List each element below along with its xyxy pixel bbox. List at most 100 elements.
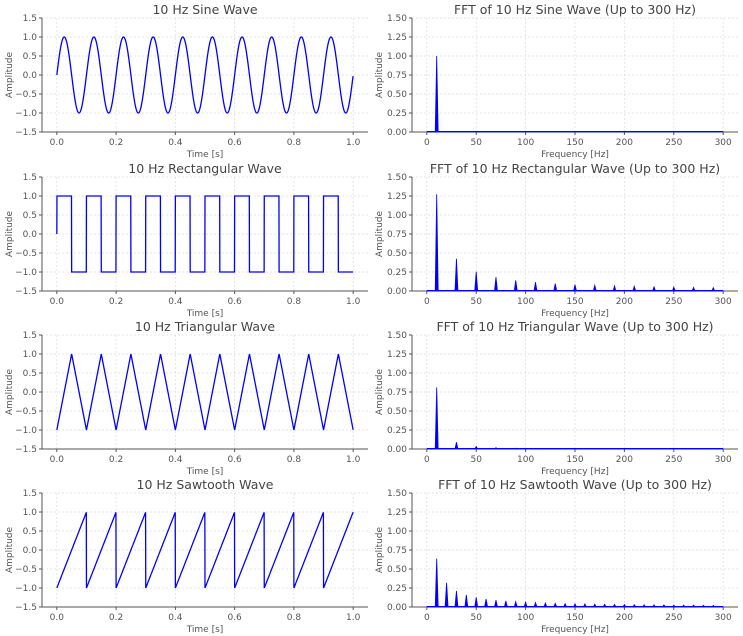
fft-peak <box>651 604 657 608</box>
x-axis-label: Frequency [Hz] <box>541 309 609 319</box>
y-axis-label: Amplitude <box>5 51 15 98</box>
fft-peak <box>434 194 439 292</box>
y-tick-label: 1.25 <box>387 192 407 202</box>
y-tick-label: 1.0 <box>23 33 38 43</box>
y-tick-label: 0.50 <box>387 565 407 575</box>
x-tick-label: 0 <box>424 613 430 623</box>
x-axis-label: Frequency [Hz] <box>541 150 609 160</box>
fft-peak <box>533 601 538 608</box>
x-tick-label: 0.8 <box>287 613 302 623</box>
y-tick-label: 0.00 <box>387 445 407 455</box>
subplot-title: FFT of 10 Hz Triangular Wave (Up to 300 … <box>436 319 713 334</box>
x-tick-label: 1.0 <box>346 455 361 465</box>
x-tick-label: 50 <box>470 455 482 465</box>
x-tick-label: 50 <box>470 297 482 307</box>
y-axis-label: Amplitude <box>5 210 15 257</box>
x-tick-label: 250 <box>665 613 682 623</box>
x-axis-label: Frequency [Hz] <box>541 467 609 477</box>
y-tick-label: 0.75 <box>387 546 407 556</box>
x-tick-label: 0.4 <box>168 138 183 148</box>
waveform-line <box>56 353 354 431</box>
y-tick-label: −1.5 <box>15 287 37 297</box>
y-tick-label: 1.5 <box>23 14 37 24</box>
y-tick-label: −1.0 <box>15 426 37 436</box>
y-axis-label: Amplitude <box>375 368 385 415</box>
x-tick-label: 200 <box>616 455 633 465</box>
subplot-title: 10 Hz Triangular Wave <box>135 319 276 334</box>
fft-peak <box>434 55 439 133</box>
x-tick-label: 250 <box>665 138 682 148</box>
x-tick-label: 0.0 <box>50 455 65 465</box>
waveform-line <box>56 36 354 114</box>
fft-peak <box>543 601 548 608</box>
x-tick-label: 0.6 <box>227 297 242 307</box>
subplot-7: 0 50 100 150 200 250 300 0.00 0.25 0.50 0.75 1.00 1.… <box>375 477 738 635</box>
y-tick-label: 1.00 <box>387 527 407 537</box>
fft-peak <box>661 604 667 608</box>
y-axis-label: Amplitude <box>5 368 15 415</box>
y-axis-label: Amplitude <box>375 51 385 98</box>
fft-peak <box>513 280 518 292</box>
subplot-2: 0.0 0.2 0.4 0.6 0.8 1.0 −1.5 −1.0 −0.5 0.0 0.5 1.0 1… <box>5 161 368 319</box>
y-tick-label: 1.25 <box>387 33 407 43</box>
x-tick-label: 100 <box>517 455 534 465</box>
fft-peak <box>592 283 597 292</box>
y-tick-label: 1.00 <box>387 211 407 221</box>
x-tick-label: 200 <box>616 138 633 148</box>
y-tick-label: 0.75 <box>387 388 407 398</box>
y-tick-label: 0.25 <box>387 426 407 436</box>
x-tick-label: 0.8 <box>287 138 302 148</box>
x-axis-label: Time [s] <box>186 467 224 477</box>
fft-peak <box>454 442 459 450</box>
fft-peak <box>493 600 498 608</box>
fft-peak <box>484 598 489 608</box>
y-tick-label: 0.25 <box>387 109 407 119</box>
waveform-line <box>56 195 354 273</box>
y-tick-label: 0.75 <box>387 230 407 240</box>
y-axis-label: Amplitude <box>5 526 15 573</box>
fft-peak <box>691 286 696 292</box>
y-tick-label: 1.00 <box>387 52 407 62</box>
subplot-title: FFT of 10 Hz Rectangular Wave (Up to 300… <box>430 161 720 176</box>
fft-peak <box>503 600 508 608</box>
y-axis-label: Amplitude <box>375 210 385 257</box>
y-tick-label: 1.50 <box>387 173 407 183</box>
subplot-6: 0.0 0.2 0.4 0.6 0.8 1.0 −1.5 −1.0 −0.5 0.0 0.5 1.0 1… <box>5 477 368 635</box>
fft-peak <box>681 604 686 608</box>
y-tick-label: 0.00 <box>387 603 407 613</box>
fft-peak <box>493 447 499 450</box>
y-tick-label: 0.75 <box>387 71 407 81</box>
y-tick-label: 0.00 <box>387 128 407 138</box>
subplot-0: 0.0 0.2 0.4 0.6 0.8 1.0 −1.5 −1.0 −0.5 0.0 0.5 1.0 1… <box>5 2 368 160</box>
fft-peak <box>710 604 716 608</box>
x-tick-label: 0.6 <box>227 455 242 465</box>
y-tick-label: 0.50 <box>387 90 407 100</box>
x-tick-label: 0.4 <box>168 613 183 623</box>
y-axis-label: Amplitude <box>375 526 385 573</box>
subplot-title: 10 Hz Sawtooth Wave <box>137 477 274 492</box>
x-tick-label: 250 <box>665 297 682 307</box>
y-tick-label: 1.0 <box>23 508 38 518</box>
x-tick-label: 100 <box>517 613 534 623</box>
fft-peak <box>671 286 676 292</box>
fft-peak <box>572 602 578 608</box>
y-tick-label: 1.5 <box>23 331 37 341</box>
y-tick-label: 1.25 <box>387 508 407 518</box>
x-tick-label: 0.6 <box>227 613 242 623</box>
y-tick-label: −1.5 <box>15 128 37 138</box>
y-tick-label: −0.5 <box>15 565 37 575</box>
fft-peak <box>641 604 647 608</box>
fft-peak <box>533 282 538 292</box>
y-tick-label: 1.5 <box>23 173 37 183</box>
subplot-1: 0 50 100 150 200 250 300 0.00 0.25 0.50 0.75 1.00 1.… <box>375 2 738 160</box>
fft-peak <box>494 277 498 292</box>
x-tick-label: 200 <box>616 613 633 623</box>
x-tick-label: 0.4 <box>168 455 183 465</box>
y-tick-label: 0.5 <box>23 369 37 379</box>
y-tick-label: 0.0 <box>23 546 38 556</box>
x-tick-label: 0.2 <box>109 138 123 148</box>
fft-peak <box>474 597 479 608</box>
fft-peak <box>514 447 518 450</box>
x-tick-label: 0 <box>424 455 430 465</box>
subplot-title: 10 Hz Sine Wave <box>152 2 257 17</box>
